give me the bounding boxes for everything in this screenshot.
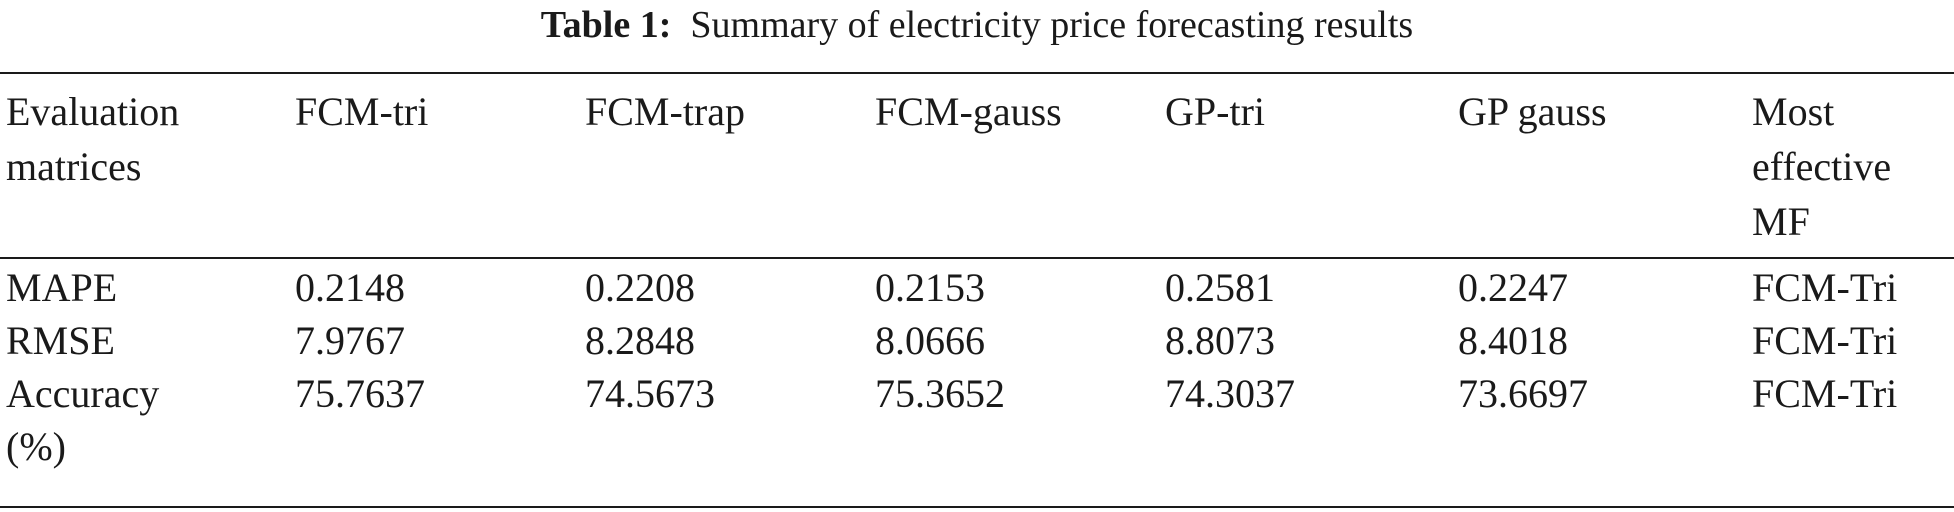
row-metric-cell: Accuracy (%) <box>0 367 295 473</box>
value-cell: 8.0666 <box>875 318 985 363</box>
value-cell: 75.7637 <box>295 371 425 416</box>
header-line: FCM-trap <box>585 89 745 134</box>
value-cell: 75.3652 <box>875 371 1005 416</box>
header-line: FCM-tri <box>295 89 429 134</box>
table-row: RMSE 7.9767 8.2848 8.0666 8.8073 8.4018 … <box>0 314 1954 367</box>
value-cell: 74.3037 <box>1165 371 1295 416</box>
best-mf-cell: FCM-Tri <box>1752 371 1898 416</box>
best-mf-cell: FCM-Tri <box>1752 318 1898 363</box>
value-cell: 74.5673 <box>585 371 715 416</box>
header-line: MF <box>1752 199 1810 244</box>
bottom-rule <box>0 506 1954 508</box>
header-fcm-gauss: FCM-gauss <box>875 74 1165 249</box>
header-row: Evaluation matrices FCM-tri FCM-trap FCM… <box>0 74 1954 249</box>
header-line: GP gauss <box>1458 89 1607 134</box>
value-cell: 8.8073 <box>1165 318 1275 363</box>
table-caption: Table 1: Summary of electricity price fo… <box>0 2 1954 48</box>
header-line: effective <box>1752 144 1892 189</box>
value-cell: 8.2848 <box>585 318 695 363</box>
value-cell: 7.9767 <box>295 318 405 363</box>
caption-text: Summary of electricity price forecasting… <box>690 4 1414 46</box>
table-row: MAPE 0.2148 0.2208 0.2153 0.2581 0.2247 … <box>0 249 1954 314</box>
header-evaluation-matrices: Evaluation matrices <box>0 74 295 249</box>
row-metric-cell: MAPE <box>0 249 295 314</box>
table-body: MAPE 0.2148 0.2208 0.2153 0.2581 0.2247 … <box>0 249 1954 473</box>
header-gp-tri: GP-tri <box>1165 74 1458 249</box>
header-line: FCM-gauss <box>875 89 1062 134</box>
table-header: Evaluation matrices FCM-tri FCM-trap FCM… <box>0 74 1954 249</box>
metric-label: Accuracy <box>6 371 160 416</box>
header-rule <box>0 257 1954 259</box>
header-line: matrices <box>6 144 142 189</box>
header-most-effective-mf: Most effective MF <box>1752 74 1954 249</box>
value-cell: 0.2148 <box>295 265 405 310</box>
header-line: Most <box>1752 89 1835 134</box>
header-gp-gauss: GP gauss <box>1458 74 1752 249</box>
header-line: Evaluation <box>6 89 180 134</box>
value-cell: 73.6697 <box>1458 371 1588 416</box>
value-cell: 0.2208 <box>585 265 695 310</box>
results-table: Evaluation matrices FCM-tri FCM-trap FCM… <box>0 74 1954 473</box>
table-row: Accuracy (%) 75.7637 74.5673 75.3652 74.… <box>0 367 1954 473</box>
row-metric-cell: RMSE <box>0 314 295 367</box>
top-rule <box>0 72 1954 74</box>
value-cell: 8.4018 <box>1458 318 1568 363</box>
header-line: GP-tri <box>1165 89 1265 134</box>
header-fcm-trap: FCM-trap <box>585 74 875 249</box>
value-cell: 0.2247 <box>1458 265 1568 310</box>
header-fcm-tri: FCM-tri <box>295 74 585 249</box>
metric-label: RMSE <box>6 318 115 363</box>
value-cell: 0.2581 <box>1165 265 1275 310</box>
caption-label: Table 1: <box>540 4 672 46</box>
metric-label: MAPE <box>6 265 118 310</box>
best-mf-cell: FCM-Tri <box>1752 265 1898 310</box>
metric-unit: (%) <box>6 424 66 469</box>
value-cell: 0.2153 <box>875 265 985 310</box>
